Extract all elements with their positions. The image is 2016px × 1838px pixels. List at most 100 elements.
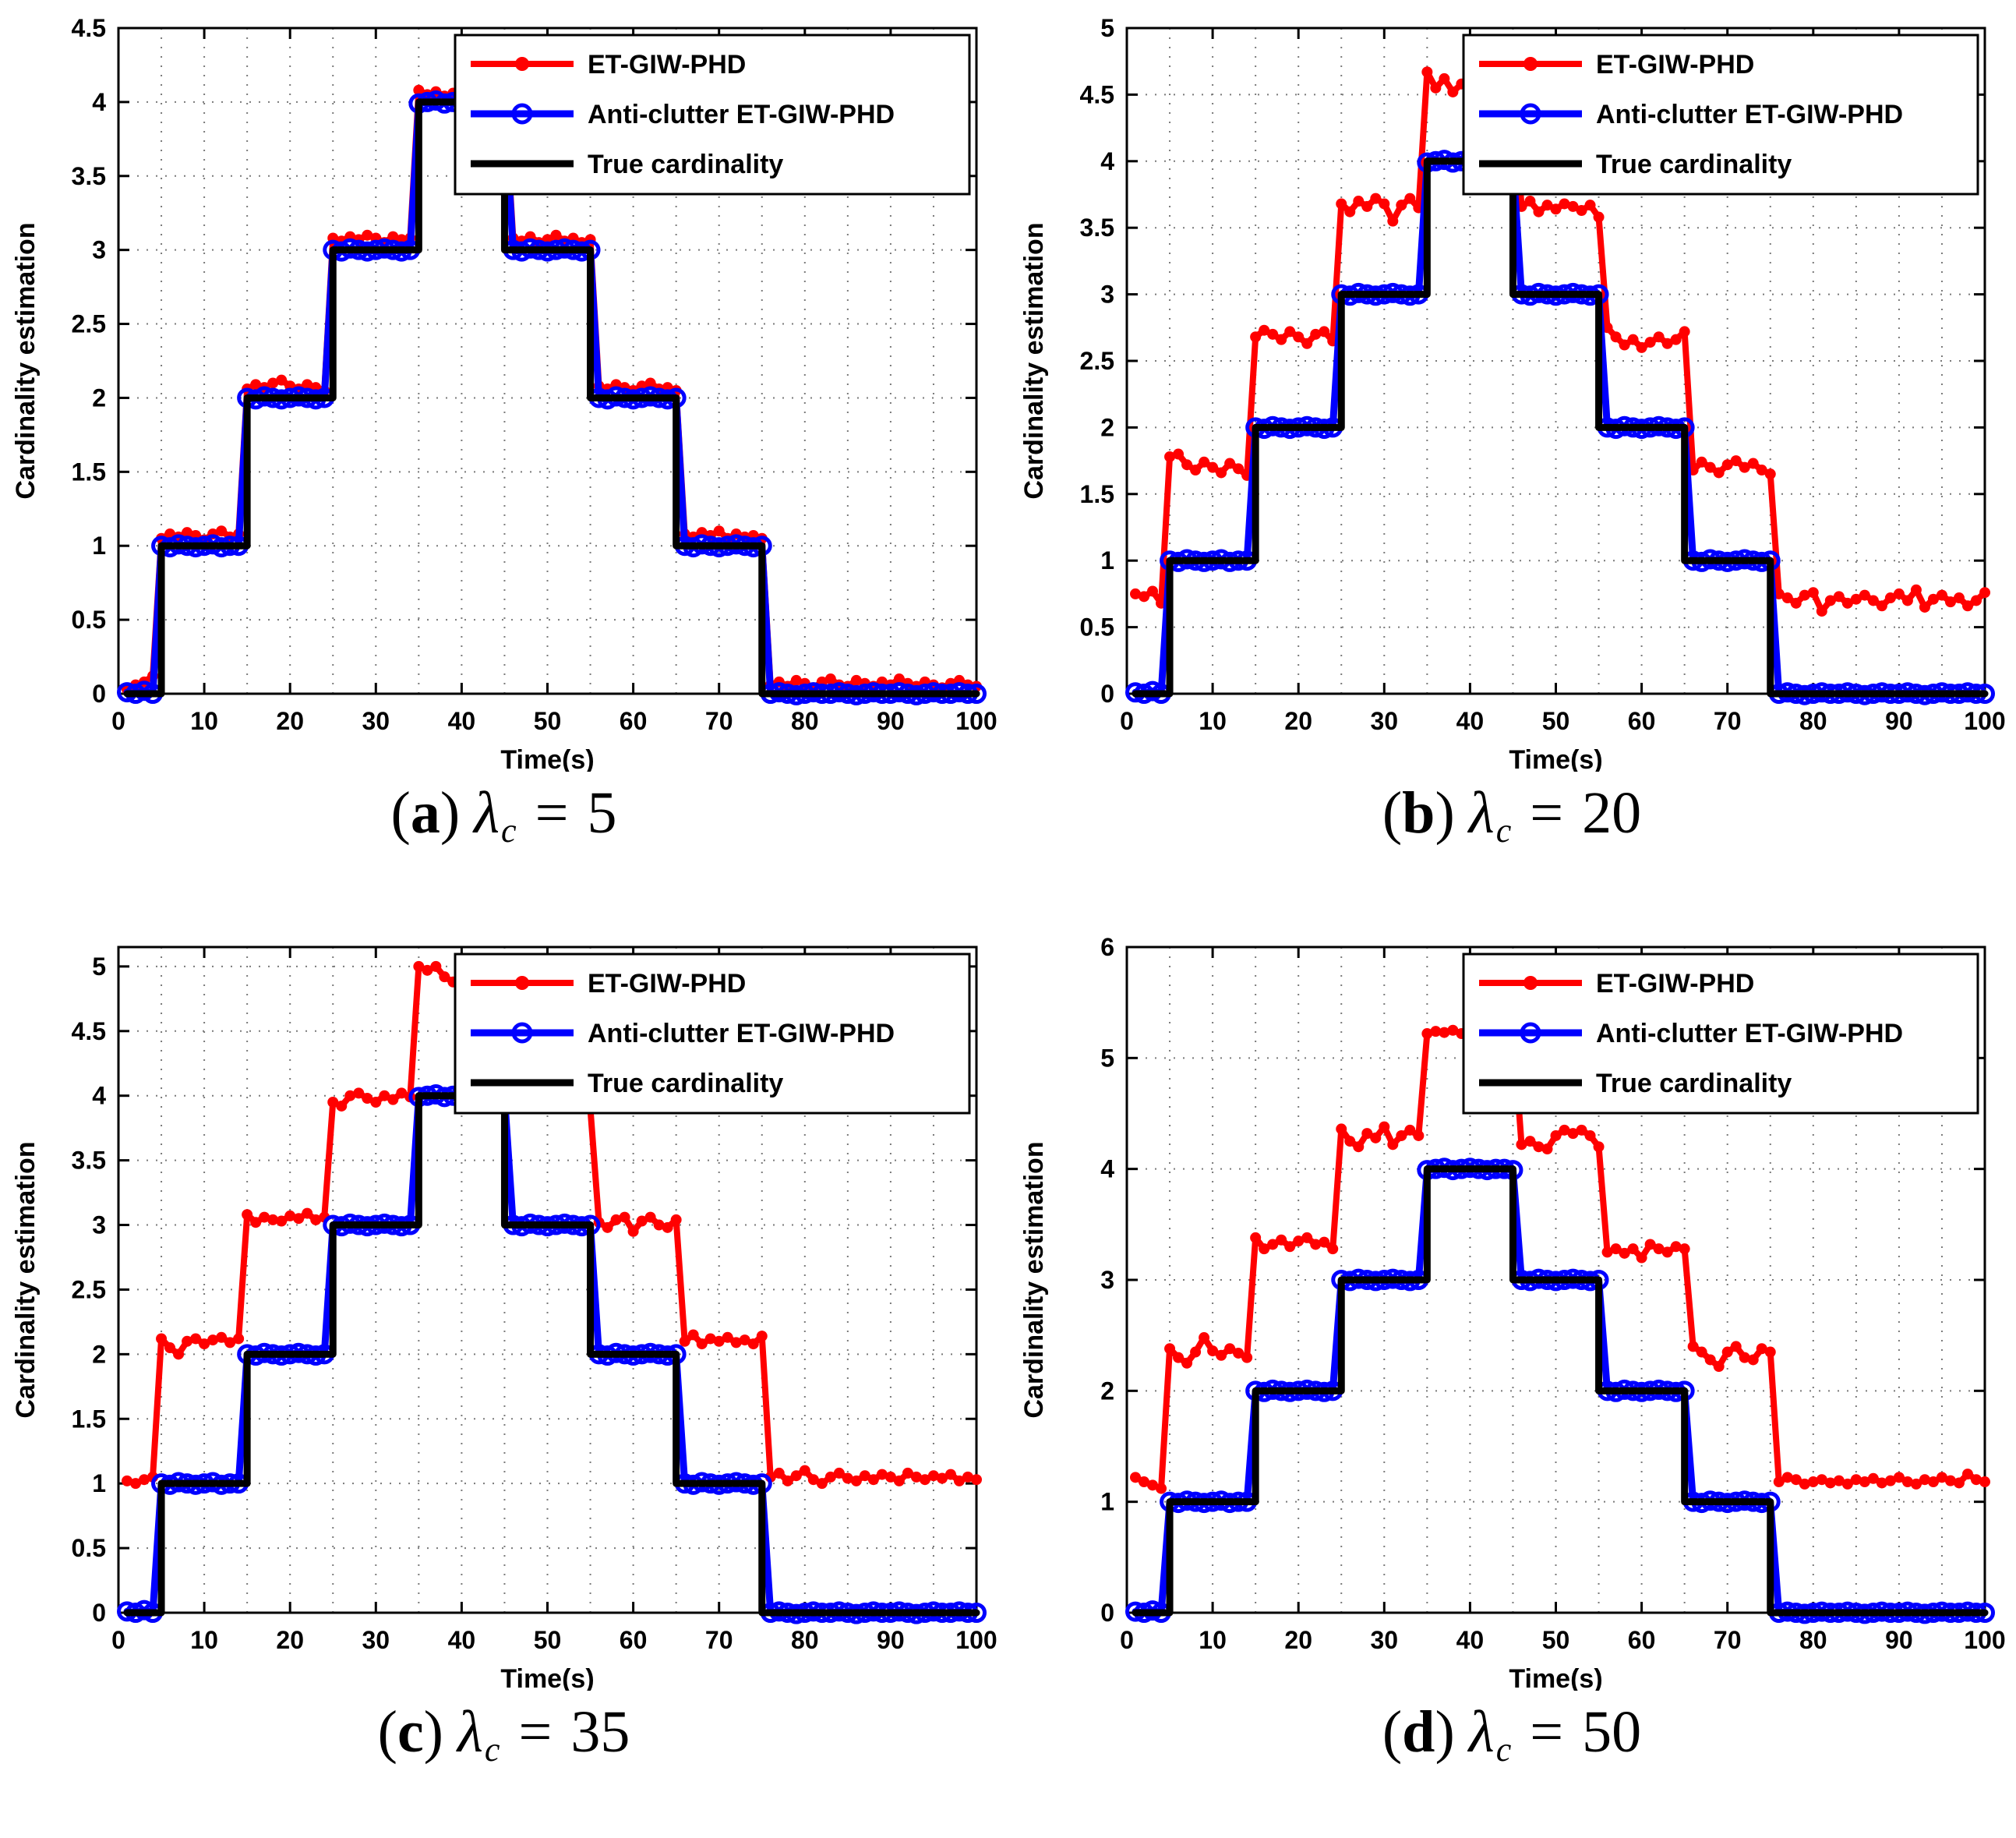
series-marker-dot [1944,596,1956,608]
series-marker-dot [362,229,373,241]
legend-marker-circle [1520,1022,1541,1044]
y-tick-label: 3.5 [72,1147,106,1175]
legend-label: Anti-clutter ET-GIW-PHD [1596,1019,1903,1048]
series-marker-dot [1661,338,1673,349]
y-tick-label: 2.5 [1079,347,1114,375]
caption-equals: = [518,1699,553,1765]
series-marker-dot [130,1478,142,1490]
legend-label: ET-GIW-PHD [1596,969,1754,999]
series-marker-dot [1189,465,1201,476]
y-tick-label: 0 [1100,1599,1114,1627]
x-tick-label: 40 [448,707,476,735]
series-marker-dot [1343,206,1355,217]
series-marker-dot [336,1100,348,1112]
series-marker-dot [1301,338,1312,349]
series-marker-dot [1961,600,1973,612]
series-marker-dot [430,960,442,972]
series-marker-dot [1610,1243,1622,1255]
series-marker-dot [1550,1129,1561,1141]
series-marker-dot [1403,1124,1415,1136]
legend-label: True cardinality [588,150,783,179]
series-marker-dot [1541,1143,1552,1155]
series-marker-dot [1206,1345,1218,1357]
series-marker-dot [713,525,725,537]
caption-value: 20 [1582,780,1642,846]
series-marker-dot [1833,591,1845,603]
series-marker-dot [1309,328,1321,340]
series-marker-dot [1901,595,1913,606]
x-tick-label: 90 [1885,707,1913,735]
series-marker-dot [439,971,450,983]
x-tick-label: 70 [1713,1626,1741,1654]
legend-label: Anti-clutter ET-GIW-PHD [588,100,895,129]
series-marker-dot [739,1334,750,1346]
series-marker-dot [1679,1243,1690,1255]
x-tick-label: 10 [1199,1626,1227,1654]
series-marker-dot [1799,1478,1810,1490]
series-marker-dot [1283,1241,1295,1253]
y-tick-label: 2.5 [72,1275,106,1303]
series-marker-dot [1824,595,1836,606]
caption-lambda-subscript: c [1495,1730,1512,1769]
caption-open-paren: ( [1382,1699,1403,1765]
y-tick-label: 6 [1100,933,1114,961]
series-marker-dot [1576,1124,1587,1136]
y-tick-label: 0.5 [1079,613,1114,642]
x-tick-label: 90 [1885,1626,1913,1654]
x-tick-label: 40 [448,1626,476,1654]
caption-equals: = [535,780,569,846]
x-tick-label: 30 [1370,707,1398,735]
series-marker-dot [1429,1026,1441,1037]
x-tick-label: 100 [955,707,997,735]
y-tick-label: 3.5 [72,162,106,190]
caption-lambda: λ [1468,780,1495,846]
series-marker-dot [1953,592,1965,604]
series-marker-dot [1232,463,1244,475]
y-tick-label: 1 [1100,546,1114,574]
series-marker-dot [250,379,262,391]
x-tick-label: 10 [190,1626,218,1654]
series-marker-dot [627,1225,639,1237]
series-marker-dot [1266,328,1278,340]
series-marker-dot [1713,467,1725,479]
series-marker-dot [1944,1475,1956,1486]
series-marker-dot [884,1471,896,1483]
series-marker-dot [1859,589,1870,601]
series-marker-dot [122,1475,133,1486]
series-marker-dot [207,1334,219,1346]
series-marker-dot [1567,200,1579,212]
series-marker-dot [1421,1028,1432,1040]
y-tick-label: 1.5 [72,1405,106,1433]
caption-open-paren: ( [1382,780,1403,846]
series-marker-dot [1619,339,1630,351]
caption-lambda-subscript: c [1495,811,1512,850]
series-marker-dot [1867,1472,1879,1484]
series-marker-dot [362,1093,373,1105]
series-marker-dot [1163,1343,1175,1355]
series-marker-dot [1258,324,1269,336]
panel-c: 0 10 20 30 40 50 60 70 80 90 100 0 0.5 1 1.5 2 2.5 3 3.5 4 4… [0,919,1008,1838]
series-marker-dot [1653,1243,1665,1255]
series-marker-dot [971,1474,982,1486]
series-marker-dot [1292,331,1304,343]
caption-lambda-subscript: c [484,1730,500,1769]
series-marker-dot [644,1211,656,1223]
series-marker-dot [944,1469,956,1480]
caption-close-paren: ) [423,1699,443,1765]
series-marker-dot [1258,1243,1269,1255]
caption-lambda: λ [1468,1699,1495,1765]
y-tick-label: 3.5 [1079,214,1114,242]
y-tick-label: 3 [1100,281,1114,309]
legend-marker-dot [1523,57,1538,71]
series-marker-dot [1181,459,1192,471]
x-tick-label: 100 [1964,1626,2005,1654]
series-marker-dot [1636,1252,1647,1264]
series-marker-dot [1438,1027,1449,1038]
series-marker-dot [927,1470,939,1482]
series-marker-dot [1721,459,1733,471]
x-tick-label: 60 [620,707,648,735]
series-marker-dot [216,1331,228,1343]
series-marker-dot [773,1467,785,1479]
chart-c: 0 10 20 30 40 50 60 70 80 90 100 0 0.5 1 1.5 2 2.5 3 3.5 4 4… [0,919,1008,1691]
series-marker-dot [1739,1352,1750,1363]
